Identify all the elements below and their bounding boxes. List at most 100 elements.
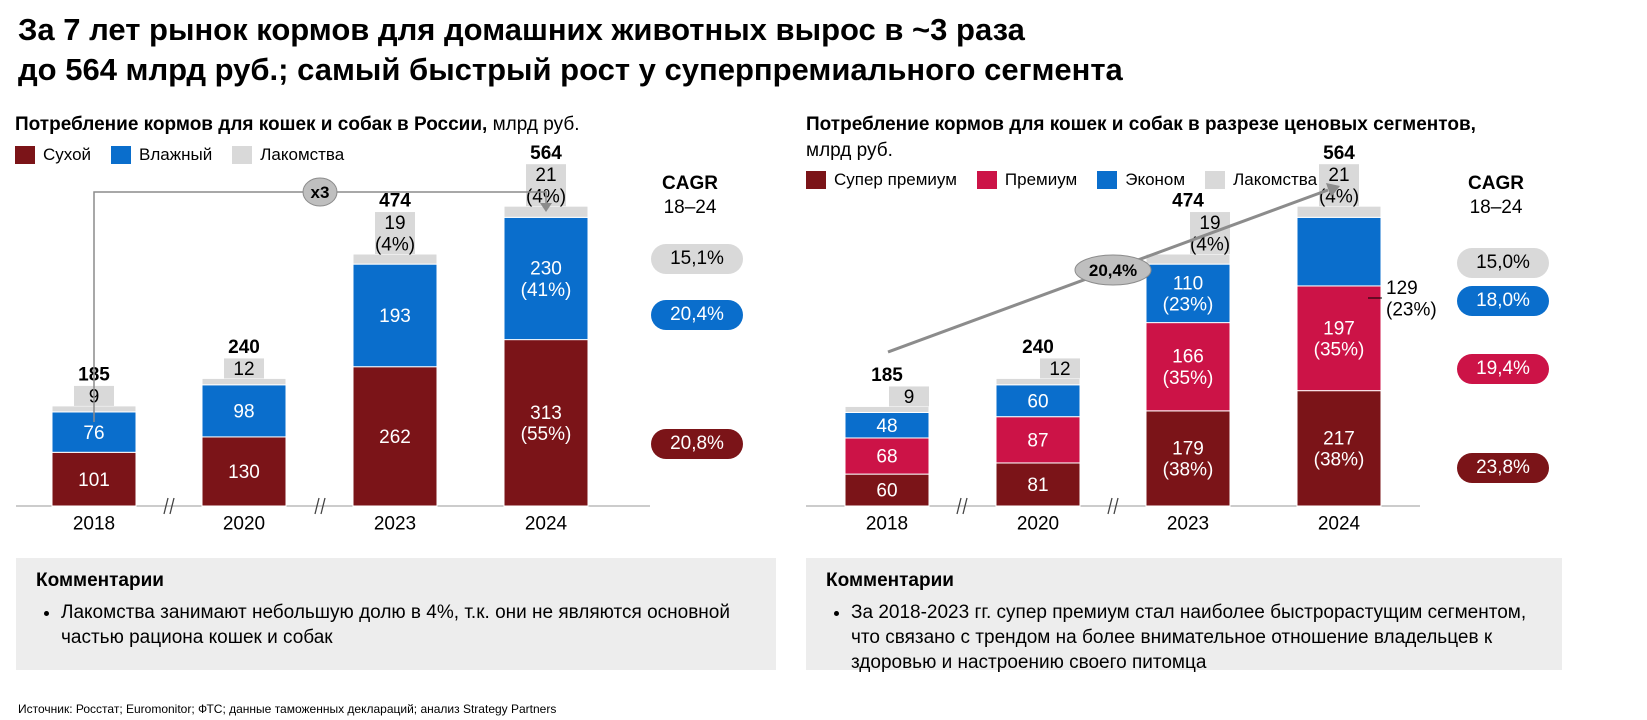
right-treat-label-bg-2018 bbox=[889, 386, 929, 407]
right-value-label-2018-0: 60 bbox=[876, 481, 897, 502]
title-line-1: За 7 лет рынок кормов для домашних живот… bbox=[18, 12, 1025, 47]
legend-item-wet: Влажный bbox=[111, 145, 212, 165]
left-treat-label-2020: 12 bbox=[233, 359, 254, 380]
left-bar-2023-1 bbox=[352, 263, 438, 368]
right-trend-label: 20,4% bbox=[1089, 261, 1137, 280]
legend-label-dry: Сухой bbox=[43, 145, 92, 164]
legend-swatch-wet bbox=[111, 146, 132, 164]
legend-swatch-super-premium bbox=[806, 171, 826, 189]
right-value-label-2018-1: 68 bbox=[876, 447, 897, 468]
left-value-label-2018-0: 101 bbox=[78, 470, 110, 491]
legend-label-super-premium: Супер премиум bbox=[834, 170, 957, 189]
left-multiplier-label: x3 bbox=[311, 183, 330, 202]
right-cagr-header: CAGR 18–24 bbox=[1451, 172, 1541, 220]
left-comment-box: Комментарии Лакомства занимают небольшую… bbox=[16, 558, 776, 670]
right-cagr-period: 18–24 bbox=[1469, 197, 1523, 218]
left-cagr-header: CAGR 18–24 bbox=[645, 172, 735, 220]
right-comment-list: За 2018-2023 гг. супер премиум стал наиб… bbox=[826, 600, 1542, 675]
right-comment-item: За 2018-2023 гг. супер премиум стал наиб… bbox=[851, 600, 1542, 675]
legend-label-treats-r: Лакомства bbox=[1233, 170, 1318, 189]
left-growth-arrowhead bbox=[540, 203, 552, 212]
right-category-2018: 2018 bbox=[866, 514, 908, 535]
legend-item-treats-r: Лакомства bbox=[1205, 170, 1317, 190]
left-comment-item: Лакомства занимают небольшую долю в 4%, … bbox=[61, 600, 756, 650]
right-cagr-premium: 19,4% bbox=[1457, 354, 1549, 384]
legend-label-premium: Премиум bbox=[1004, 170, 1078, 189]
right-bar-2024-2 bbox=[1296, 216, 1382, 287]
right-chart-title-unit: млрд руб. bbox=[806, 140, 893, 161]
right-treat-label-2024: 21 (4%) bbox=[1319, 165, 1359, 207]
legend-label-wet: Влажный bbox=[139, 145, 213, 164]
left-bar-2023-0 bbox=[352, 366, 438, 507]
page-title: За 7 лет рынок кормов для домашних живот… bbox=[18, 10, 1123, 90]
right-value-label-2023-2: 110 (23%) bbox=[1163, 273, 1214, 315]
left-axis-break-0-b bbox=[169, 497, 175, 515]
legend-swatch-premium bbox=[976, 171, 997, 189]
left-cagr-treats: 15,1% bbox=[651, 244, 743, 274]
left-value-label-2023-1: 193 bbox=[379, 306, 411, 327]
right-bar-2023-2 bbox=[1145, 263, 1231, 324]
right-value-label-2020-0: 81 bbox=[1027, 475, 1048, 496]
left-category-2020: 2020 bbox=[223, 514, 265, 535]
right-cagr-label: CAGR bbox=[1468, 173, 1524, 194]
right-bar-2018-1 bbox=[844, 437, 930, 475]
left-total-2024: 564 bbox=[530, 143, 562, 164]
left-value-label-2023-0: 262 bbox=[379, 427, 411, 448]
right-axis-break-0-b bbox=[962, 497, 968, 515]
right-treat-label-bg-2020 bbox=[1040, 358, 1080, 379]
right-axis-break-1-a bbox=[1107, 497, 1113, 515]
left-total-2023: 474 bbox=[379, 191, 411, 212]
right-total-2023: 474 bbox=[1172, 191, 1204, 212]
left-value-label-2020-0: 130 bbox=[228, 462, 260, 483]
left-bar-2020-0 bbox=[201, 436, 287, 507]
source-note: Источник: Росстат; Euromonitor; ФТС; дан… bbox=[18, 702, 557, 716]
title-line-2: до 564 млрд руб.; самый быстрый рост у с… bbox=[18, 52, 1123, 87]
right-axis-break-0-a bbox=[956, 497, 962, 515]
right-bar-2020-2 bbox=[995, 384, 1081, 418]
legend-item-dry: Сухой bbox=[15, 145, 91, 165]
right-treat-label-2018: 9 bbox=[904, 387, 915, 408]
right-value-label-2020-2: 60 bbox=[1027, 391, 1048, 412]
right-bar-2020-0 bbox=[995, 462, 1081, 507]
left-category-2023: 2023 bbox=[374, 514, 416, 535]
left-treat-label-bg-2020 bbox=[224, 358, 264, 379]
legend-item-super-premium: Супер премиум bbox=[806, 170, 957, 190]
right-comment-heading: Комментарии bbox=[826, 570, 954, 591]
legend-swatch-treats-r bbox=[1205, 171, 1226, 189]
right-bar-2024-0 bbox=[1296, 390, 1382, 507]
right-chart-title-bold: Потребление кормов для кошек и собак в р… bbox=[806, 114, 1476, 135]
left-cagr-dry: 20,8% bbox=[651, 429, 743, 459]
left-multiplier-badge bbox=[302, 177, 338, 207]
right-value-label-2023-0: 179 (38%) bbox=[1163, 438, 1214, 480]
left-axis-break-0-a bbox=[163, 497, 169, 515]
right-value-label-2024-2: 129 (23%) bbox=[1386, 278, 1437, 320]
right-axis-break-1-b bbox=[1113, 497, 1119, 515]
right-chart-title: Потребление кормов для кошек и собак в р… bbox=[806, 112, 1506, 164]
right-bar-2024-3 bbox=[1296, 205, 1382, 218]
left-comment-list: Лакомства занимают небольшую долю в 4%, … bbox=[36, 600, 756, 650]
right-value-label-2020-1: 87 bbox=[1027, 430, 1048, 451]
left-comment-heading: Комментарии bbox=[36, 570, 164, 591]
right-bar-2020-1 bbox=[995, 416, 1081, 464]
right-bar-2023-3 bbox=[1145, 253, 1231, 265]
right-comment-box: Комментарии За 2018-2023 гг. супер преми… bbox=[806, 558, 1562, 673]
left-chart-title: Потребление кормов для кошек и собак в Р… bbox=[15, 112, 579, 138]
legend-swatch-treats bbox=[232, 146, 253, 164]
left-axis-break-1-a bbox=[314, 497, 320, 515]
left-total-2020: 240 bbox=[228, 337, 260, 358]
right-bar-2020-3 bbox=[995, 377, 1081, 386]
right-value-label-2018-2: 48 bbox=[876, 416, 897, 437]
right-cagr-super-premium: 23,8% bbox=[1457, 453, 1549, 483]
legend-label-economy: Эконом bbox=[1125, 170, 1186, 189]
right-trend-badge bbox=[1074, 254, 1152, 286]
legend-swatch-economy bbox=[1097, 171, 1118, 189]
right-cagr-economy: 18,0% bbox=[1457, 286, 1549, 316]
right-bar-2023-0 bbox=[1145, 410, 1231, 507]
right-bar-2018-3 bbox=[844, 405, 930, 413]
left-legend: Сухой Влажный Лакомства bbox=[15, 145, 364, 165]
right-total-2018: 185 bbox=[871, 365, 903, 386]
left-cagr-period: 18–24 bbox=[663, 197, 717, 218]
legend-item-treats: Лакомства bbox=[232, 145, 344, 165]
left-treat-label-bg-2023 bbox=[375, 212, 415, 255]
